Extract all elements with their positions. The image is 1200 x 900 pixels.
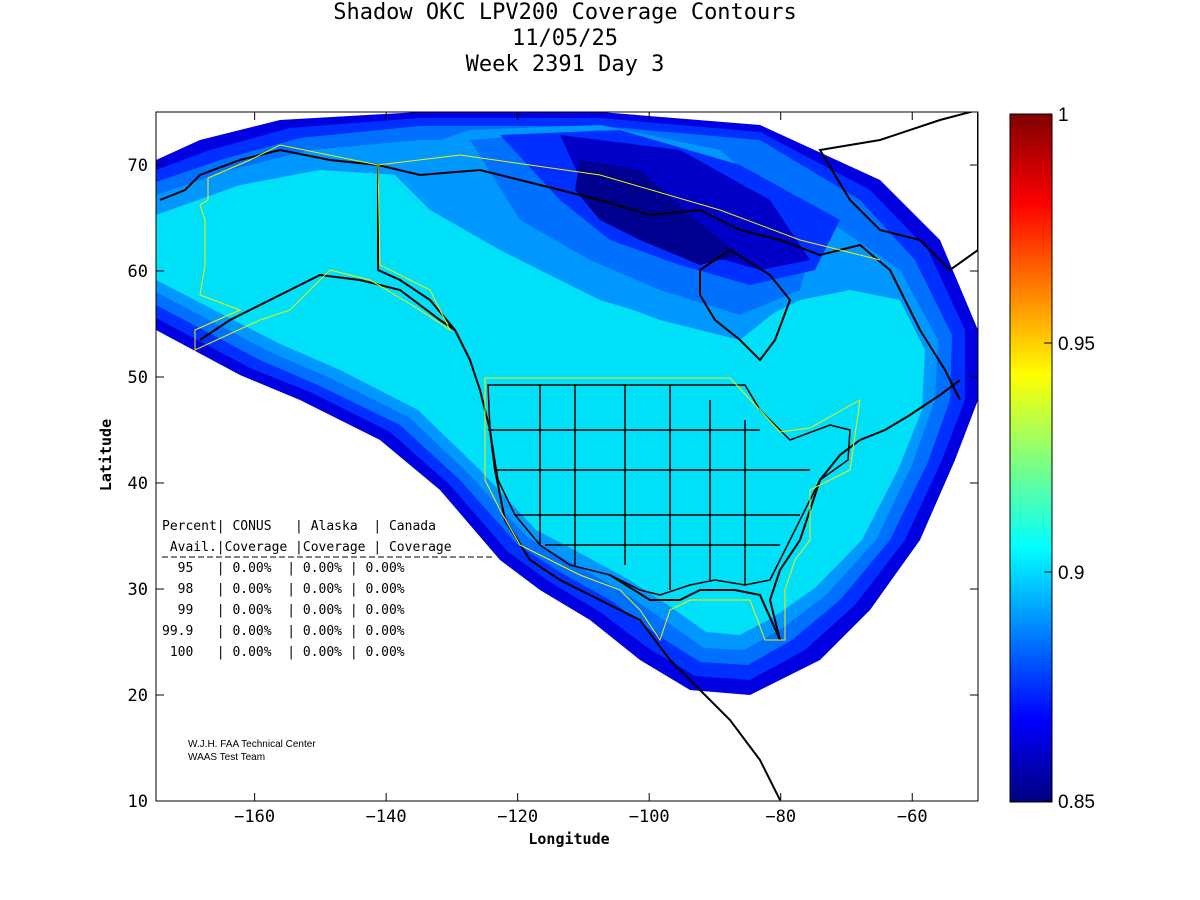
x-axis-label: Longitude — [528, 830, 609, 848]
contour-north-5 — [575, 160, 740, 265]
availability-table: Percent| CONUS | Alaska | Canada Avail.|… — [162, 519, 495, 660]
x-tick-label: −60 — [897, 807, 928, 827]
y-tick-label: 30 — [128, 580, 148, 600]
axis-ticks: −160 −140 −120 −100 −80 −60 10 20 30 40 50 60 70 — [128, 112, 978, 827]
coverage-contours — [156, 112, 978, 695]
chart-date: 11/05/25 — [512, 26, 618, 51]
greenland — [818, 112, 978, 272]
table-row: 98 | 0.00% | 0.00% | 0.00% — [162, 582, 405, 597]
x-tick-label: −120 — [497, 807, 538, 827]
conus-boundary — [484, 377, 861, 642]
chart-week-day: Week 2391 Day 3 — [465, 52, 665, 77]
colorbar-tick-label: 0.9 — [1058, 563, 1084, 584]
y-tick-label: 20 — [128, 686, 148, 706]
x-tick-label: −100 — [629, 807, 670, 827]
table-header-1: Percent| CONUS | Alaska | Canada — [162, 519, 436, 534]
service-boundaries — [194, 144, 881, 642]
us-state-borders — [487, 384, 851, 596]
table-row: 99 | 0.00% | 0.00% | 0.00% — [162, 603, 405, 618]
west-coast — [454, 329, 781, 801]
colorbar-ticks: 1 0.95 0.9 0.85 — [1044, 105, 1095, 813]
colorbar-tick-label: 1 — [1058, 105, 1069, 126]
y-tick-label: 70 — [128, 156, 148, 176]
x-tick-label: −140 — [366, 807, 407, 827]
y-tick-label: 50 — [128, 368, 148, 388]
canada-boundary — [377, 154, 881, 261]
canada-arctic-coast — [377, 164, 961, 401]
y-tick-label: 40 — [128, 474, 148, 494]
table-row: 100 | 0.00% | 0.00% | 0.00% — [162, 645, 405, 660]
x-tick-label: −80 — [765, 807, 796, 827]
y-axis-label: Latitude — [97, 419, 115, 491]
y-tick-label: 60 — [128, 262, 148, 282]
colorbar-tick-label: 0.85 — [1058, 792, 1095, 813]
hudson-bay — [699, 248, 792, 362]
table-header-2: Avail.|Coverage |Coverage | Coverage — [162, 540, 452, 555]
y-tick-label: 10 — [128, 792, 148, 812]
east-coast — [779, 379, 961, 571]
colorbar-tick-label: 0.95 — [1058, 334, 1095, 355]
alaska-coast — [159, 148, 456, 341]
colorbar — [1009, 113, 1053, 803]
credit-line-1: W.J.H. FAA Technical Center — [188, 739, 316, 750]
table-row: 95 | 0.00% | 0.00% | 0.00% — [162, 561, 405, 576]
alaska-boundary — [194, 144, 452, 351]
table-row: 99.9 | 0.00% | 0.00% | 0.00% — [162, 624, 405, 639]
plot-frame — [155, 111, 979, 802]
coastlines — [159, 112, 978, 801]
credit-line-2: WAAS Test Team — [188, 752, 265, 763]
chart-title: Shadow OKC LPV200 Coverage Contours — [333, 0, 797, 25]
x-tick-label: −160 — [234, 807, 275, 827]
gulf-coast — [609, 569, 781, 641]
